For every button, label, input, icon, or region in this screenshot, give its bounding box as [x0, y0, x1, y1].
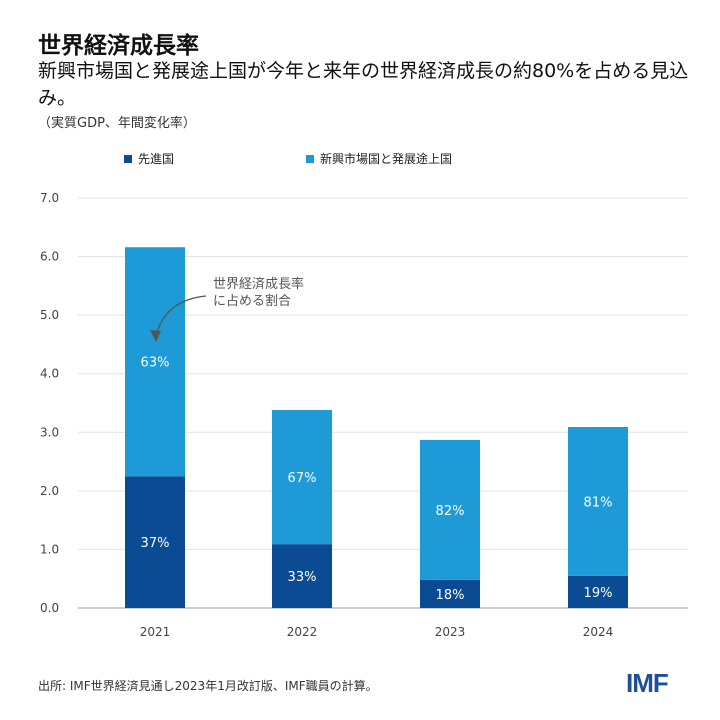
- x-tick-label: 2023: [435, 625, 466, 639]
- y-tick-label: 6.0: [40, 250, 59, 264]
- bar-segment: [272, 410, 332, 545]
- data-label: 81%: [584, 495, 613, 510]
- legend-swatch-advanced: [124, 154, 132, 163]
- y-tick-label: 7.0: [40, 191, 59, 205]
- y-tick-label: 3.0: [40, 425, 59, 439]
- data-label: 67%: [288, 471, 317, 486]
- annotation-text: 世界経済成長率: [213, 276, 304, 292]
- data-label: 82%: [436, 504, 465, 519]
- chart-title: 世界経済成長率: [38, 33, 199, 59]
- x-tick-label: 2024: [583, 625, 614, 639]
- unit-note: （実質GDP、年間変化率）: [38, 116, 196, 131]
- legend-item-emerging: 新興市場国と発展途上国: [306, 150, 452, 167]
- bar-segment: [568, 575, 628, 608]
- chart-subtitle: 新興市場国と発展途上国が今年と来年の世界経済成長の約80%を占める見込み。: [38, 60, 689, 109]
- annotation-text: に占める割合: [213, 293, 291, 309]
- legend-label: 先進国: [138, 152, 175, 166]
- legend-label: 新興市場国と発展途上国: [320, 152, 453, 166]
- bar-segment: [125, 247, 185, 477]
- data-label: 37%: [141, 536, 170, 551]
- data-label: 33%: [288, 570, 317, 585]
- bar-segment: [568, 427, 628, 576]
- y-tick-label: 1.0: [40, 542, 59, 556]
- data-label: 18%: [436, 588, 465, 603]
- bar-segment: [125, 476, 185, 608]
- y-tick-label: 2.0: [40, 484, 59, 498]
- data-label: 19%: [584, 586, 613, 601]
- arrowhead-icon: [150, 330, 161, 342]
- legend-item-advanced: 先進国: [124, 150, 174, 167]
- data-label: 63%: [141, 356, 170, 371]
- y-tick-label: 0.0: [40, 601, 59, 615]
- bar-segment: [420, 439, 480, 580]
- x-tick-label: 2022: [287, 625, 318, 639]
- source-note: 出所: IMF世界経済見通し2023年1月改訂版、IMF職員の計算。: [38, 679, 378, 693]
- bar-segment: [420, 579, 480, 608]
- y-tick-label: 4.0: [40, 367, 59, 381]
- legend-swatch-emerging: [306, 154, 314, 163]
- annotation-arrow: [155, 295, 207, 337]
- y-tick-label: 5.0: [40, 308, 59, 322]
- bar-segment: [272, 544, 332, 608]
- x-tick-label: 2021: [140, 625, 171, 639]
- imf-logo: IMF: [626, 668, 669, 698]
